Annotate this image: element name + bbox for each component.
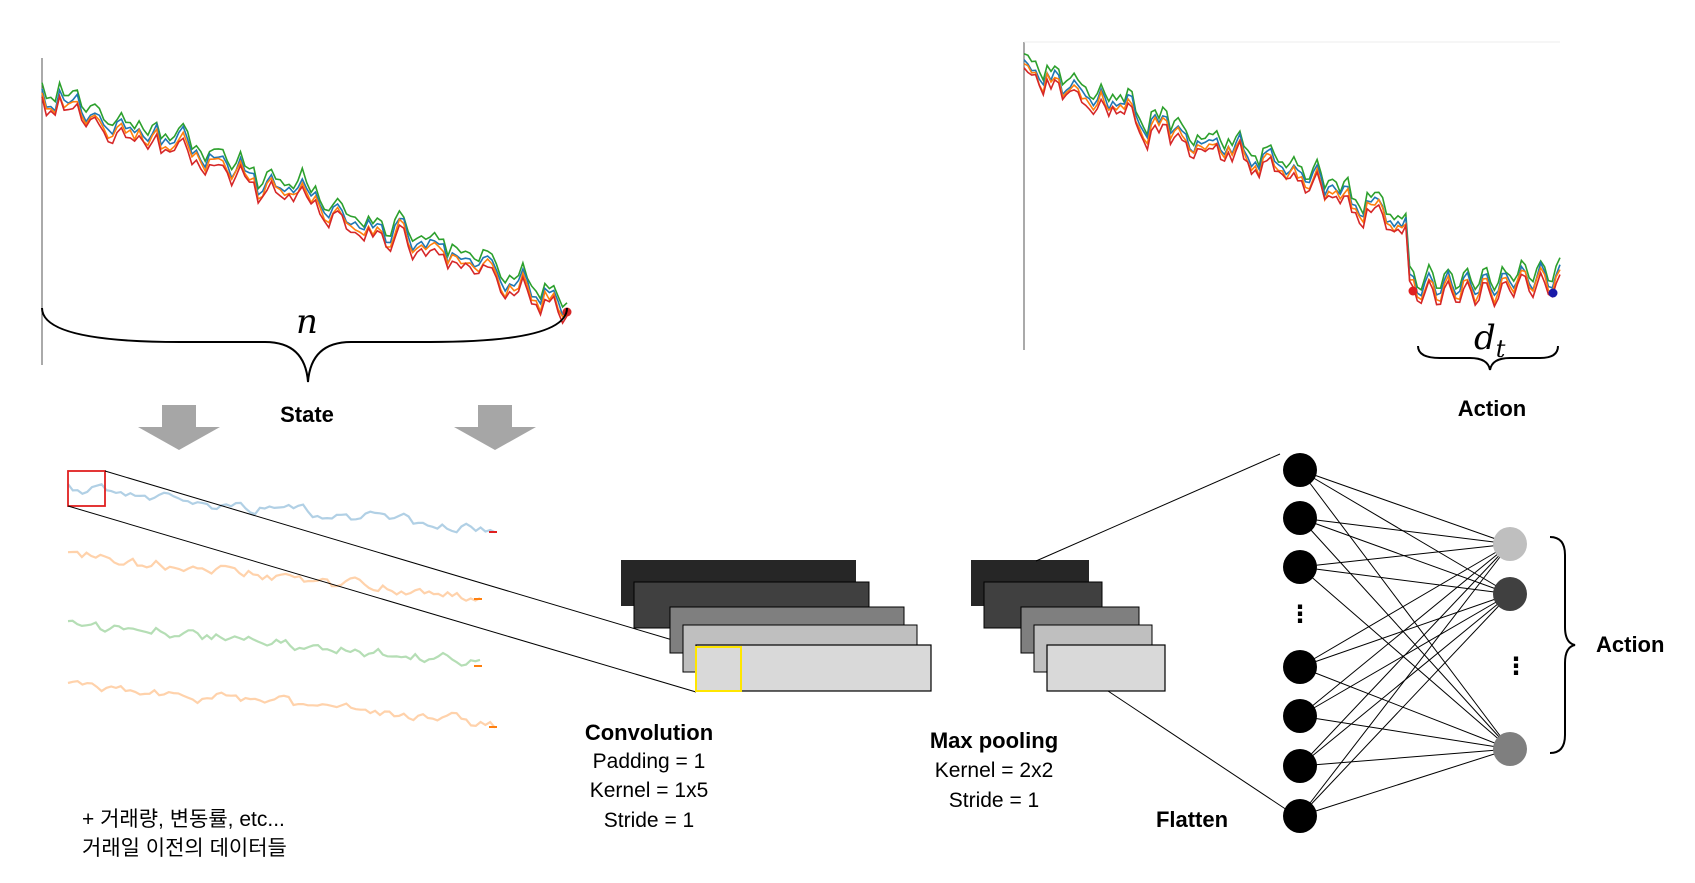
connection-1-1 [1299,469,1511,545]
connection-1-3 [1299,469,1511,750]
connection-6-3 [1299,748,1511,767]
action-price-lines [1023,52,1561,309]
chartB-series-2 [1023,59,1561,297]
chartB-series-4 [1023,67,1561,309]
hidden-node-4 [1283,650,1317,684]
output-ellipsis: ⋮ [1504,653,1528,680]
connection-4-1 [1299,543,1511,668]
action-start-dot [1408,286,1418,296]
convolution-feature-maps [621,560,932,692]
previous-data-note: 거래일 이전의 데이터들 [82,837,287,860]
connection-3-2 [1299,566,1511,595]
state-length-label: n [296,302,318,342]
connection-3-3 [1299,566,1511,750]
receptive-field-box [67,470,106,507]
state-price-lines [41,79,568,325]
output-node-1 [1493,527,1527,561]
max-pooling-kernel: Kernel = 2x2 [934,759,1054,782]
connection-7-3 [1299,748,1511,817]
chartA-series-2 [41,87,568,318]
max-pooling-stride: Stride = 1 [948,789,1040,812]
action-end-dot [1548,288,1558,298]
output-node-3 [1493,732,1527,766]
pooling-feature-maps [971,560,1166,692]
connection-3-1 [1299,543,1511,568]
connection-7-1 [1299,543,1511,817]
hidden-node-3 [1283,550,1317,584]
connection-2-1 [1299,517,1511,545]
projection-line-top [104,470,697,648]
max-pooling-title: Max pooling [929,728,1059,753]
hidden-node-2 [1283,501,1317,535]
convolution-stride: Stride = 1 [603,809,695,832]
flatten-label: Flatten [1155,807,1229,832]
hidden-node-7 [1283,799,1317,833]
flatten-line-top [1035,453,1281,562]
dense-connections [1299,469,1511,817]
down-arrow-right [454,405,536,450]
state-brace [41,307,568,383]
connection-2-3 [1299,517,1511,750]
chartA-series-3 [41,92,568,318]
input-series-1 [67,483,496,534]
input-series-4 [67,680,496,729]
hidden-node-6 [1283,749,1317,783]
flatten-line-bottom [1107,690,1291,813]
extra-features-note: + 거래량, 변동률, etc... [82,808,285,831]
action-label-output: Action [1596,632,1665,657]
action-price-chart [1023,41,1561,350]
chartB-series-3 [1023,62,1561,306]
connection-7-2 [1299,593,1511,817]
input-series-2 [67,550,481,602]
hidden-ellipsis: ⋮ [1288,601,1312,628]
hidden-node-5 [1283,699,1317,733]
connection-6-1 [1299,543,1511,767]
conv-map-5 [695,644,932,692]
input-series-group [67,483,497,729]
connection-5-3 [1299,715,1511,750]
output-node-2 [1493,577,1527,611]
convolution-title: Convolution [584,720,714,745]
chartB-series-1 [1023,52,1561,292]
state-label: State [280,402,334,427]
connection-1-2 [1299,469,1511,595]
action-brace [1417,345,1559,371]
chartA-series-4 [41,93,568,325]
projection-line-bottom [67,505,697,693]
chartA-series-1 [41,79,568,309]
pool-map-5 [1046,644,1166,692]
connection-5-1 [1299,543,1511,717]
convolution-padding: Padding = 1 [592,750,706,773]
hidden-node-1 [1283,453,1317,487]
output-brace [1549,536,1576,754]
duration-label: dt [1474,318,1505,363]
input-series-3 [67,619,481,667]
duration-label-sub: t [1495,334,1506,363]
action-label-top: Action [1457,396,1527,421]
duration-label-base: d [1474,318,1496,358]
connection-4-3 [1299,666,1511,750]
dense-nodes [1283,453,1527,833]
conv-kernel-box [695,646,742,692]
convolution-kernel: Kernel = 1x5 [589,779,709,802]
down-arrow-left [138,405,220,450]
